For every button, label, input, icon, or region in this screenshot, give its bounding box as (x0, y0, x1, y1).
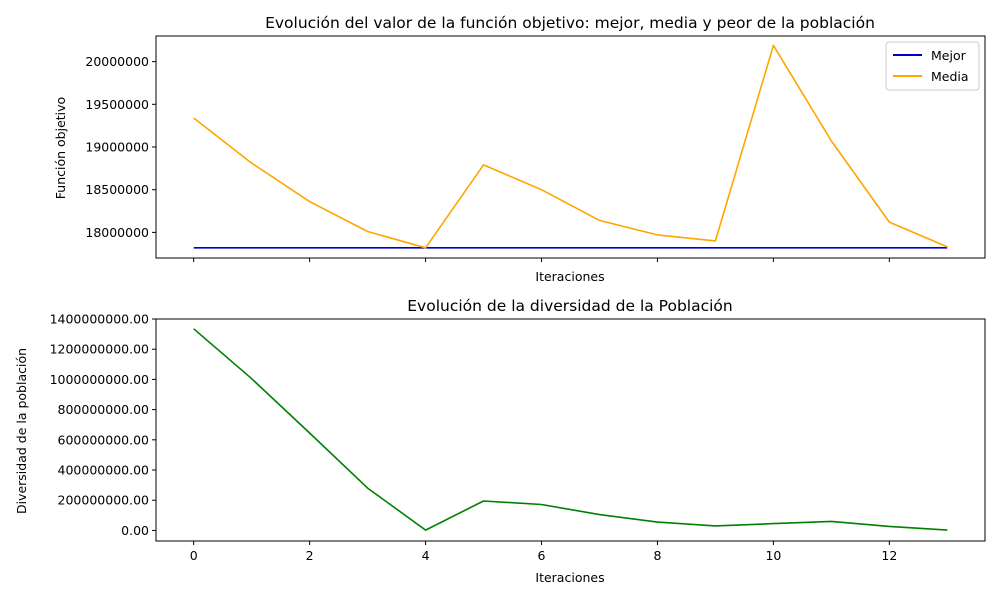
objective-chart-series (193, 44, 948, 249)
diversity-ytick-label: 1000000000.00 (50, 372, 149, 387)
diversity-ytick-label: 800000000.00 (58, 402, 150, 417)
objective-ytick-label: 19500000 (85, 97, 149, 112)
legend-media-label: Media (931, 69, 969, 84)
diversity-xtick-label: 8 (653, 548, 661, 563)
diversity-chart-series (193, 328, 948, 531)
legend-mejor-label: Mejor (931, 48, 967, 63)
objective-ytick-label: 18500000 (85, 182, 149, 197)
diversity-ytick-label: 0.00 (121, 523, 149, 538)
diversity-series-diversity-line (193, 328, 948, 531)
diversity-chart-xlabel: Iteraciones (535, 570, 604, 585)
objective-series-media-line (193, 44, 948, 249)
diversity-chart-frame (155, 318, 986, 542)
diversity-ytick-label: 400000000.00 (58, 463, 150, 478)
diversity-xtick-label: 10 (765, 548, 781, 563)
diversity-xtick-label: 2 (306, 548, 314, 563)
objective-chart-title: Evolución del valor de la función objeti… (265, 14, 875, 32)
diversity-xtick-label: 6 (538, 548, 546, 563)
diversity-chart-ticks: 0.00 200000000.00 400000000.00 600000000.00… (50, 312, 898, 564)
objective-ytick-label: 19000000 (85, 140, 149, 155)
diversity-chart-title: Evolución de la diversidad de la Poblaci… (407, 297, 732, 315)
diversity-ytick-label: 1200000000.00 (50, 342, 149, 357)
diversity-xtick-label: 0 (190, 548, 198, 563)
diversity-xtick-label: 4 (422, 548, 430, 563)
objective-ytick-label: 18000000 (85, 225, 149, 240)
objective-chart-xlabel: Iteraciones (535, 269, 604, 284)
objective-chart-frame (155, 35, 986, 259)
objective-chart: Evolución del valor de la función objeti… (53, 14, 986, 284)
legend: Mejor Media (885, 41, 980, 91)
diversity-xtick-label: 12 (881, 548, 897, 563)
objective-chart-ylabel: Función objetivo (53, 97, 68, 199)
objective-ytick-label: 20000000 (85, 54, 149, 69)
diversity-ytick-label: 200000000.00 (58, 493, 150, 508)
objective-chart-ticks: 18000000 18500000 19000000 19500000 20000000 (85, 54, 890, 262)
diversity-ytick-label: 600000000.00 (58, 432, 150, 447)
diversity-chart-ylabel: Diversidad de la población (14, 348, 29, 514)
diversity-chart: Evolución de la diversidad de la Poblaci… (14, 297, 986, 585)
diversity-ytick-label: 1400000000.00 (50, 312, 149, 327)
